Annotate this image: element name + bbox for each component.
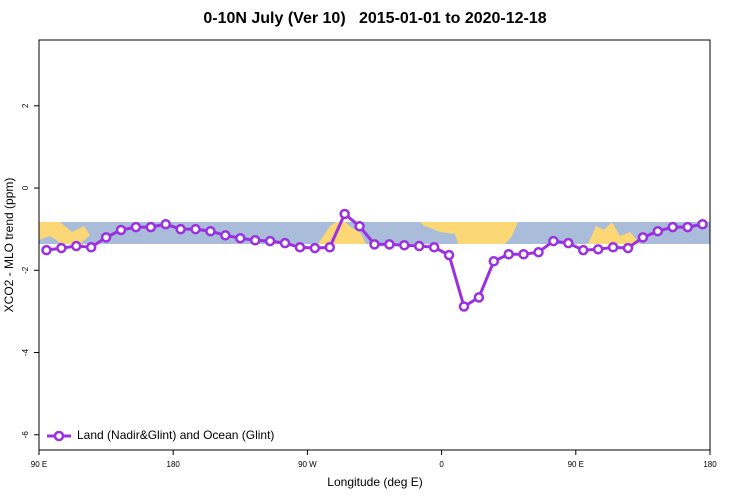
land bbox=[588, 222, 640, 244]
point bbox=[294, 242, 306, 253]
map-strip bbox=[39, 222, 710, 244]
point bbox=[399, 239, 410, 251]
point bbox=[622, 242, 634, 254]
point bbox=[115, 224, 127, 236]
point bbox=[443, 249, 455, 261]
point bbox=[309, 242, 321, 254]
point bbox=[652, 225, 664, 237]
y-tick-label: -2 bbox=[21, 266, 30, 274]
point bbox=[369, 239, 380, 250]
point bbox=[458, 301, 470, 312]
point bbox=[235, 232, 246, 244]
point bbox=[205, 225, 216, 237]
point bbox=[682, 221, 693, 233]
point bbox=[56, 242, 67, 254]
point bbox=[413, 240, 425, 252]
point bbox=[637, 232, 649, 243]
point bbox=[592, 244, 604, 255]
legend-label: Land (Nadir&Glint) and Ocean (Glint) bbox=[77, 428, 274, 442]
point bbox=[85, 242, 97, 253]
y-tick-label: 2 bbox=[21, 103, 30, 108]
x-axis-label: Longitude (deg E) bbox=[327, 475, 422, 489]
land bbox=[39, 222, 90, 244]
x-tick-label: 0 bbox=[439, 460, 444, 469]
chart-title: 0-10N July (Ver 10) 2015-01-01 to 2020-1… bbox=[203, 10, 546, 27]
point bbox=[100, 232, 112, 243]
point bbox=[190, 223, 201, 235]
point bbox=[533, 246, 544, 258]
point bbox=[697, 218, 708, 230]
point bbox=[279, 237, 291, 249]
plot-frame bbox=[38, 39, 711, 451]
point bbox=[384, 239, 395, 250]
land bbox=[318, 222, 366, 244]
point bbox=[503, 249, 514, 260]
legend-marker bbox=[53, 430, 65, 442]
y-tick-label: 0 bbox=[21, 185, 30, 190]
x-tick-label: 90 W bbox=[298, 460, 317, 469]
point bbox=[41, 244, 52, 256]
point bbox=[175, 223, 186, 235]
point bbox=[160, 218, 171, 230]
point bbox=[130, 221, 142, 233]
point bbox=[563, 237, 574, 249]
point bbox=[578, 244, 589, 256]
point bbox=[518, 249, 529, 260]
y-axis-label: XCO2 - MLO trend (ppm) bbox=[2, 178, 16, 313]
point bbox=[667, 221, 678, 233]
point bbox=[249, 235, 261, 246]
point bbox=[473, 292, 485, 303]
y-tick-label: -4 bbox=[21, 348, 30, 356]
point bbox=[145, 221, 157, 233]
point bbox=[339, 208, 350, 220]
x-tick-label: 90 E bbox=[31, 460, 47, 469]
x-tick-label: 180 bbox=[167, 460, 181, 469]
point bbox=[71, 240, 82, 252]
point bbox=[488, 255, 500, 267]
land bbox=[420, 222, 518, 244]
point bbox=[548, 235, 559, 247]
point bbox=[607, 242, 619, 253]
point bbox=[354, 221, 365, 232]
point bbox=[428, 242, 440, 253]
x-tick-label: 90 E bbox=[568, 460, 584, 469]
y-tick-label: -6 bbox=[21, 431, 30, 439]
point bbox=[264, 235, 276, 247]
point bbox=[324, 242, 336, 253]
x-tick-label: 180 bbox=[703, 460, 717, 469]
point bbox=[220, 230, 231, 241]
ocean-band bbox=[39, 222, 710, 244]
